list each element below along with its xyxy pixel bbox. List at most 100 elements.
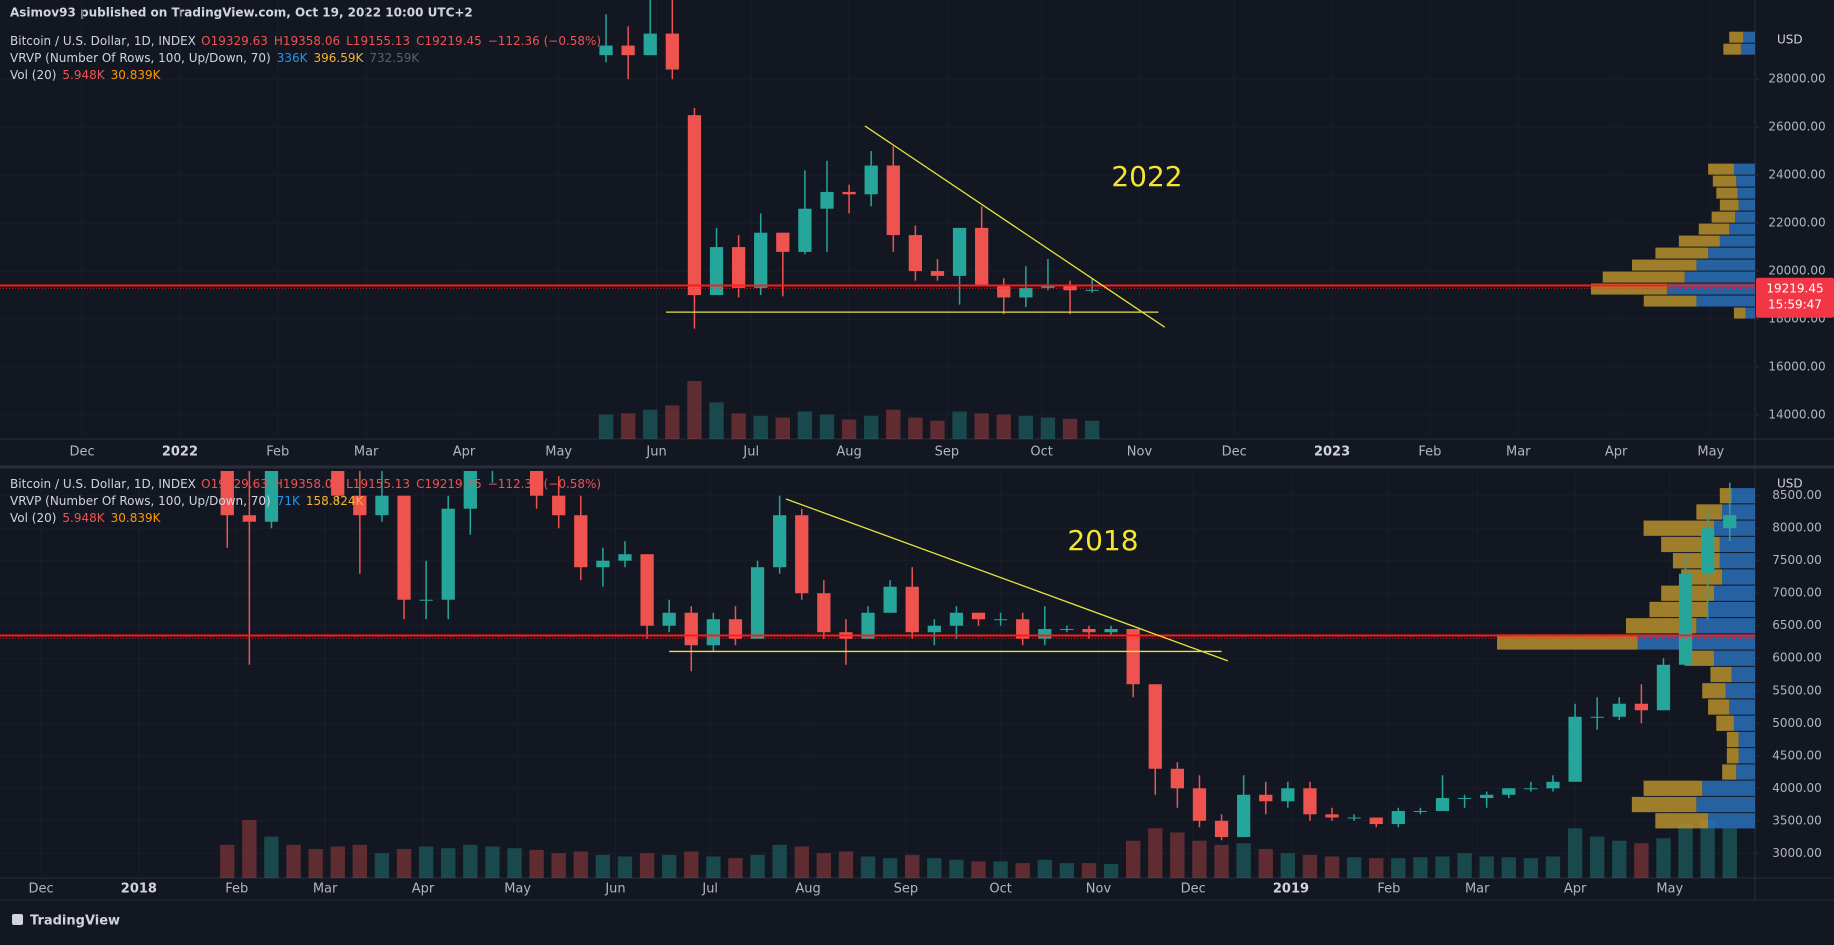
trend-line <box>864 125 1166 328</box>
y-tick-label: 24000.00 <box>1768 168 1825 182</box>
profile-up <box>1729 223 1755 235</box>
volume-bar <box>485 846 500 878</box>
volume-bar <box>706 856 721 878</box>
volume-bar <box>1084 420 1100 439</box>
x-tick-label: Dec <box>1222 445 1247 460</box>
volume-bar <box>661 854 677 878</box>
y-tick-label: 8500.00 <box>1772 488 1822 502</box>
candle-body <box>1723 515 1737 529</box>
x-tick-label: Aug <box>795 882 820 897</box>
profile-down <box>1729 31 1744 43</box>
candle-body <box>1016 619 1030 639</box>
profile-up <box>1738 748 1755 764</box>
candle-body <box>776 232 790 252</box>
candle-body <box>1063 285 1077 291</box>
y-tick-label: 28000.00 <box>1768 72 1825 86</box>
volume-bar <box>463 844 478 878</box>
y-tick-label: 6500.00 <box>1772 618 1822 632</box>
volume-bar <box>1589 836 1605 878</box>
x-tick-label: Nov <box>1127 445 1153 460</box>
charts: 14000.0016000.0018000.0020000.0022000.00… <box>0 0 1834 897</box>
profile-up <box>1722 569 1755 585</box>
volume-bar <box>1040 417 1056 439</box>
candle-body <box>331 471 345 496</box>
y-tick-label: 22000.00 <box>1768 216 1825 230</box>
candle-body <box>1590 716 1604 718</box>
candle-body <box>353 495 367 516</box>
volume-bar <box>1037 859 1052 878</box>
legend-item: Vol (20) <box>10 511 56 525</box>
x-tick-label: Dec <box>69 445 94 460</box>
legend-item: H19358.06 <box>274 477 340 491</box>
volume-bar <box>864 415 879 439</box>
candle-body <box>574 515 588 568</box>
candle-body <box>930 271 945 276</box>
volume-bar <box>1501 857 1516 878</box>
currency-label: USD <box>1777 477 1803 491</box>
volume-bar <box>1678 824 1693 878</box>
candle-body <box>731 247 746 288</box>
candle-body <box>820 191 834 209</box>
volume-bar <box>396 849 412 878</box>
volume-bar <box>684 851 699 878</box>
legend-item: Vol (20) <box>10 68 56 82</box>
profile-down <box>1719 488 1732 504</box>
candle-body <box>397 495 411 600</box>
candle-body <box>993 619 1008 621</box>
profile-up <box>1696 796 1755 813</box>
legend-item: L19155.13 <box>346 477 410 491</box>
profile-up <box>1667 283 1755 295</box>
x-tick-label: Mar <box>354 445 379 460</box>
volume-bar <box>620 413 636 439</box>
profile-up <box>1702 780 1755 796</box>
candle-body <box>1678 573 1693 665</box>
x-tick-label: Apr <box>412 882 435 897</box>
candle-body <box>684 612 698 646</box>
volume-bar <box>1479 856 1494 878</box>
candle-body <box>375 495 389 516</box>
x-tick-label: Apr <box>453 445 476 460</box>
profile-down <box>1708 163 1734 175</box>
candle-body <box>997 285 1011 298</box>
volume-bar <box>753 415 768 439</box>
volume-bar <box>1722 828 1737 878</box>
x-tick-label: Jun <box>604 882 625 897</box>
profile-up <box>1719 553 1755 569</box>
profile-down <box>1643 520 1714 536</box>
candle-body <box>886 165 900 236</box>
legend-item: Bitcoin / U.S. Dollar, 1D, INDEX <box>10 477 196 491</box>
volume-bar <box>1103 863 1119 878</box>
volume-bar <box>286 844 301 878</box>
volume-bar <box>974 413 989 439</box>
profile-down <box>1698 223 1730 235</box>
candle-body <box>1237 794 1251 838</box>
brand: TradingView <box>30 914 120 929</box>
legend-item: H19358.06 <box>274 34 340 48</box>
legend-item: 30.839K <box>111 68 162 82</box>
profile-up <box>1733 163 1755 175</box>
profile-down <box>1723 43 1741 55</box>
x-tick-label: May <box>1656 882 1683 897</box>
x-tick-label: Dec <box>28 882 53 897</box>
x-tick-label: Feb <box>1377 882 1400 897</box>
volume-bar <box>775 417 790 439</box>
candle-body <box>1325 814 1339 818</box>
profile-down <box>1711 211 1736 223</box>
legend-item: 5.948K <box>62 511 105 525</box>
profile-down <box>1632 259 1697 271</box>
x-tick-label: Feb <box>266 445 289 460</box>
y-tick-label: 3000.00 <box>1772 846 1822 860</box>
candle-body <box>842 191 856 195</box>
volume-bar <box>841 419 857 439</box>
candle-body <box>242 515 256 522</box>
legend-item: 5.948K <box>62 68 105 82</box>
candle-body <box>1085 289 1099 291</box>
x-tick-label: Nov <box>1086 882 1112 897</box>
trend-line <box>785 498 1229 662</box>
volume-bar <box>1258 849 1273 878</box>
candle-body <box>754 232 768 288</box>
candle-body <box>1060 628 1074 630</box>
volume-bar <box>352 844 368 878</box>
legend-line: VRVP (Number Of Rows, 100, Up/Down, 70) 3… <box>10 51 420 65</box>
